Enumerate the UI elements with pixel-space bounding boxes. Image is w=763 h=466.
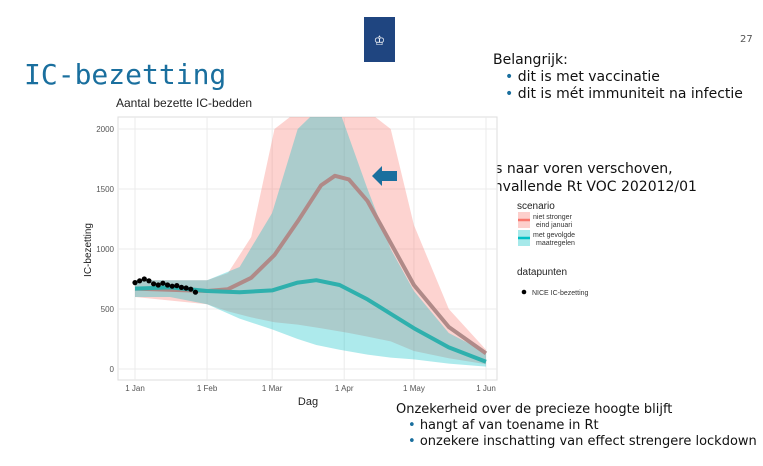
data-point	[192, 289, 199, 295]
note-important: Belangrijk: dit is met vaccinatiedit is …	[493, 52, 743, 103]
y-axis-label: IC-bezetting	[83, 223, 94, 277]
data-point	[169, 283, 175, 289]
x-tick-label: 1 Apr	[335, 384, 354, 393]
x-tick-label: 1 Jan	[125, 384, 145, 393]
page-number: 27	[740, 34, 753, 45]
legend-label: maatregelen	[536, 240, 575, 247]
note-bullet: dit is mét immuniteit na infectie	[505, 86, 743, 103]
data-point	[160, 280, 166, 286]
y-tick-label: 500	[101, 305, 115, 314]
y-tick-label: 0	[110, 365, 115, 374]
data-point	[137, 278, 143, 284]
data-point	[155, 282, 161, 288]
data-point	[141, 276, 147, 282]
data-point	[132, 280, 138, 286]
data-point	[183, 285, 189, 291]
data-point	[164, 282, 171, 288]
legend-points-title: datapunten	[517, 267, 567, 278]
series-line-0	[134, 173, 488, 356]
x-tick-label: 1 Mar	[262, 384, 283, 393]
legend-points-label: NICE IC-bezetting	[532, 290, 589, 297]
data-point	[174, 283, 180, 289]
series-line-1	[134, 278, 487, 364]
data-point	[146, 278, 152, 284]
x-tick-label: 1 May	[403, 384, 425, 393]
note-heading: Onzekerheid over de precieze hoogte blij…	[396, 402, 673, 417]
note-uncertainty: Onzekerheid over de precieze hoogte blij…	[396, 402, 757, 450]
slide-title: IC-bezetting	[24, 58, 227, 91]
y-tick-label: 2000	[96, 125, 114, 134]
y-tick-label: 1500	[96, 185, 114, 194]
x-tick-label: 1 Feb	[197, 384, 218, 393]
legend-label: niet stronger	[533, 214, 573, 221]
note-heading: Belangrijk:	[493, 52, 568, 68]
svg-text:♔: ♔	[374, 33, 386, 48]
data-point	[150, 281, 157, 287]
legend-point-marker	[521, 289, 527, 295]
x-axis-label: Dag	[298, 396, 318, 408]
ribbon-1	[135, 117, 486, 367]
chart-title: Aantal bezette IC-bedden	[116, 96, 252, 110]
arrow-left-icon	[372, 166, 397, 186]
x-tick-label: 1 Jun	[476, 384, 496, 393]
data-point	[178, 284, 185, 290]
legend-label: met gevolgde	[533, 232, 575, 239]
data-point	[188, 286, 194, 292]
ribbon-0	[135, 117, 486, 365]
legend-scenario-title: scenario	[517, 201, 555, 212]
note-bullet: hangt af van toename in Rt	[408, 418, 757, 434]
legend-label: eind januari	[536, 222, 573, 229]
note-bullet: dit is met vaccinatie	[505, 69, 743, 86]
y-tick-label: 1000	[96, 245, 114, 254]
government-logo: ♔	[364, 17, 395, 62]
note-bullet: onzekere inschatting van effect strenger…	[408, 434, 757, 450]
